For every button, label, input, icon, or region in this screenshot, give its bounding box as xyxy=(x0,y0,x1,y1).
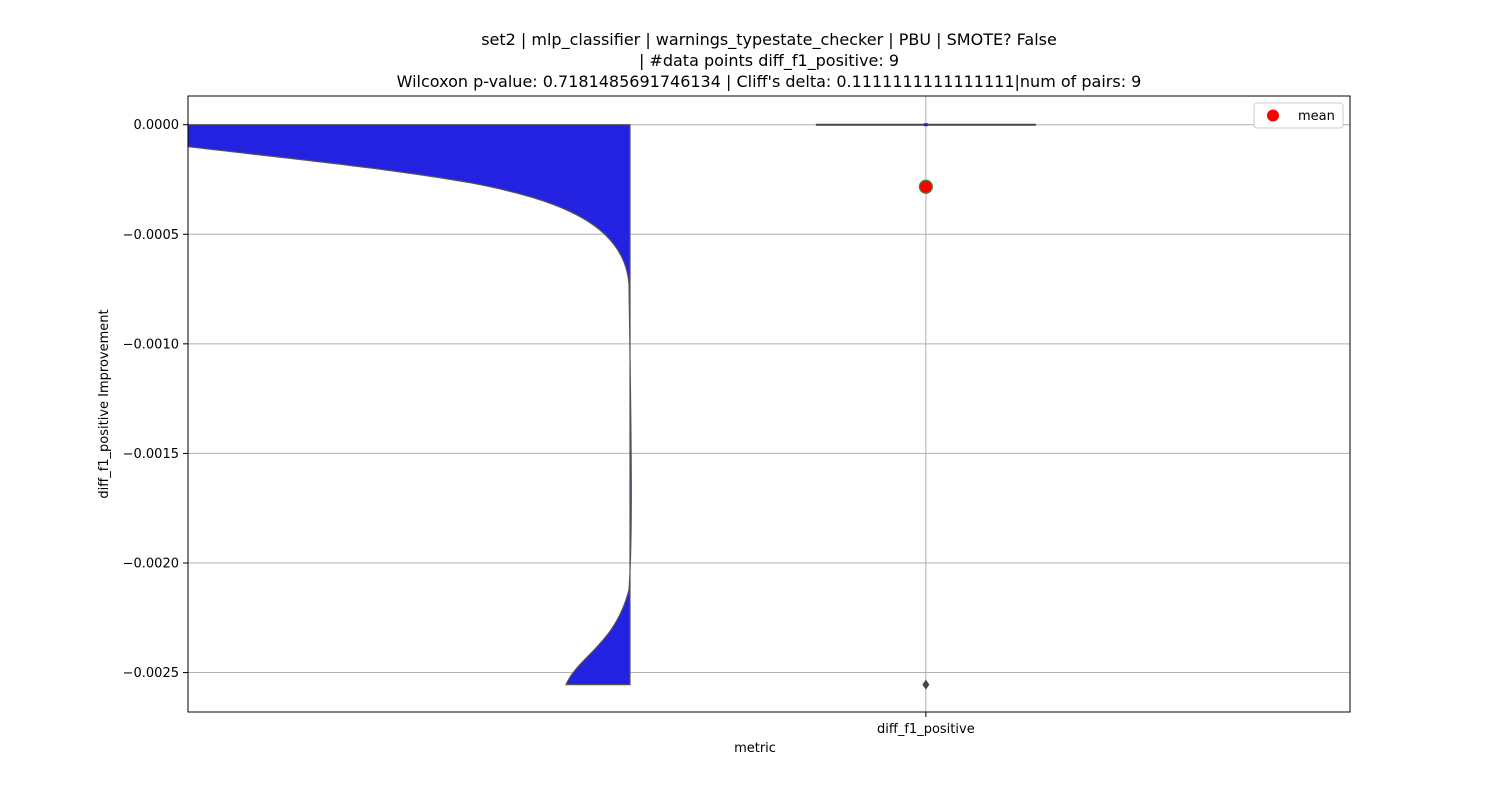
x-axis-label: metric xyxy=(734,741,776,756)
mean-point xyxy=(918,179,933,194)
violin-plot xyxy=(187,124,632,686)
legend-mean-label: mean xyxy=(1298,109,1335,124)
y-tick-label: −0.0020 xyxy=(123,556,179,571)
violin-body xyxy=(187,124,632,686)
x-axis-ticks: diff_f1_positive xyxy=(877,712,975,737)
y-axis-ticks: 0.0000 −0.0005 −0.0010 −0.0015 −0.0020 −0.002… xyxy=(123,118,188,681)
chart-title-line2: | #data points diff_f1_positive: 9 xyxy=(638,51,900,70)
y-tick-label: −0.0025 xyxy=(123,666,179,681)
legend-box xyxy=(1253,102,1344,129)
chart-title-line1: set2 | mlp_classifier | warnings_typesta… xyxy=(481,30,1057,49)
box-center-marker xyxy=(923,123,928,127)
y-axis-label: diff_f1_positive Improvement xyxy=(97,309,112,498)
chart-title-line3: Wilcoxon p-value: 0.7181485691746134 | C… xyxy=(396,72,1142,91)
axes-frame xyxy=(187,95,1351,713)
grid-lines xyxy=(188,96,1350,712)
y-tick-label: −0.0015 xyxy=(123,447,179,462)
legend-mean-marker xyxy=(1267,109,1279,122)
y-tick-label: 0.0000 xyxy=(134,118,180,133)
legend: mean xyxy=(1253,102,1344,129)
x-tick-label: diff_f1_positive xyxy=(877,722,975,737)
outlier-point xyxy=(922,679,930,690)
box-plot xyxy=(815,123,1036,690)
y-tick-label: −0.0005 xyxy=(123,228,179,243)
y-tick-label: −0.0010 xyxy=(123,337,179,352)
